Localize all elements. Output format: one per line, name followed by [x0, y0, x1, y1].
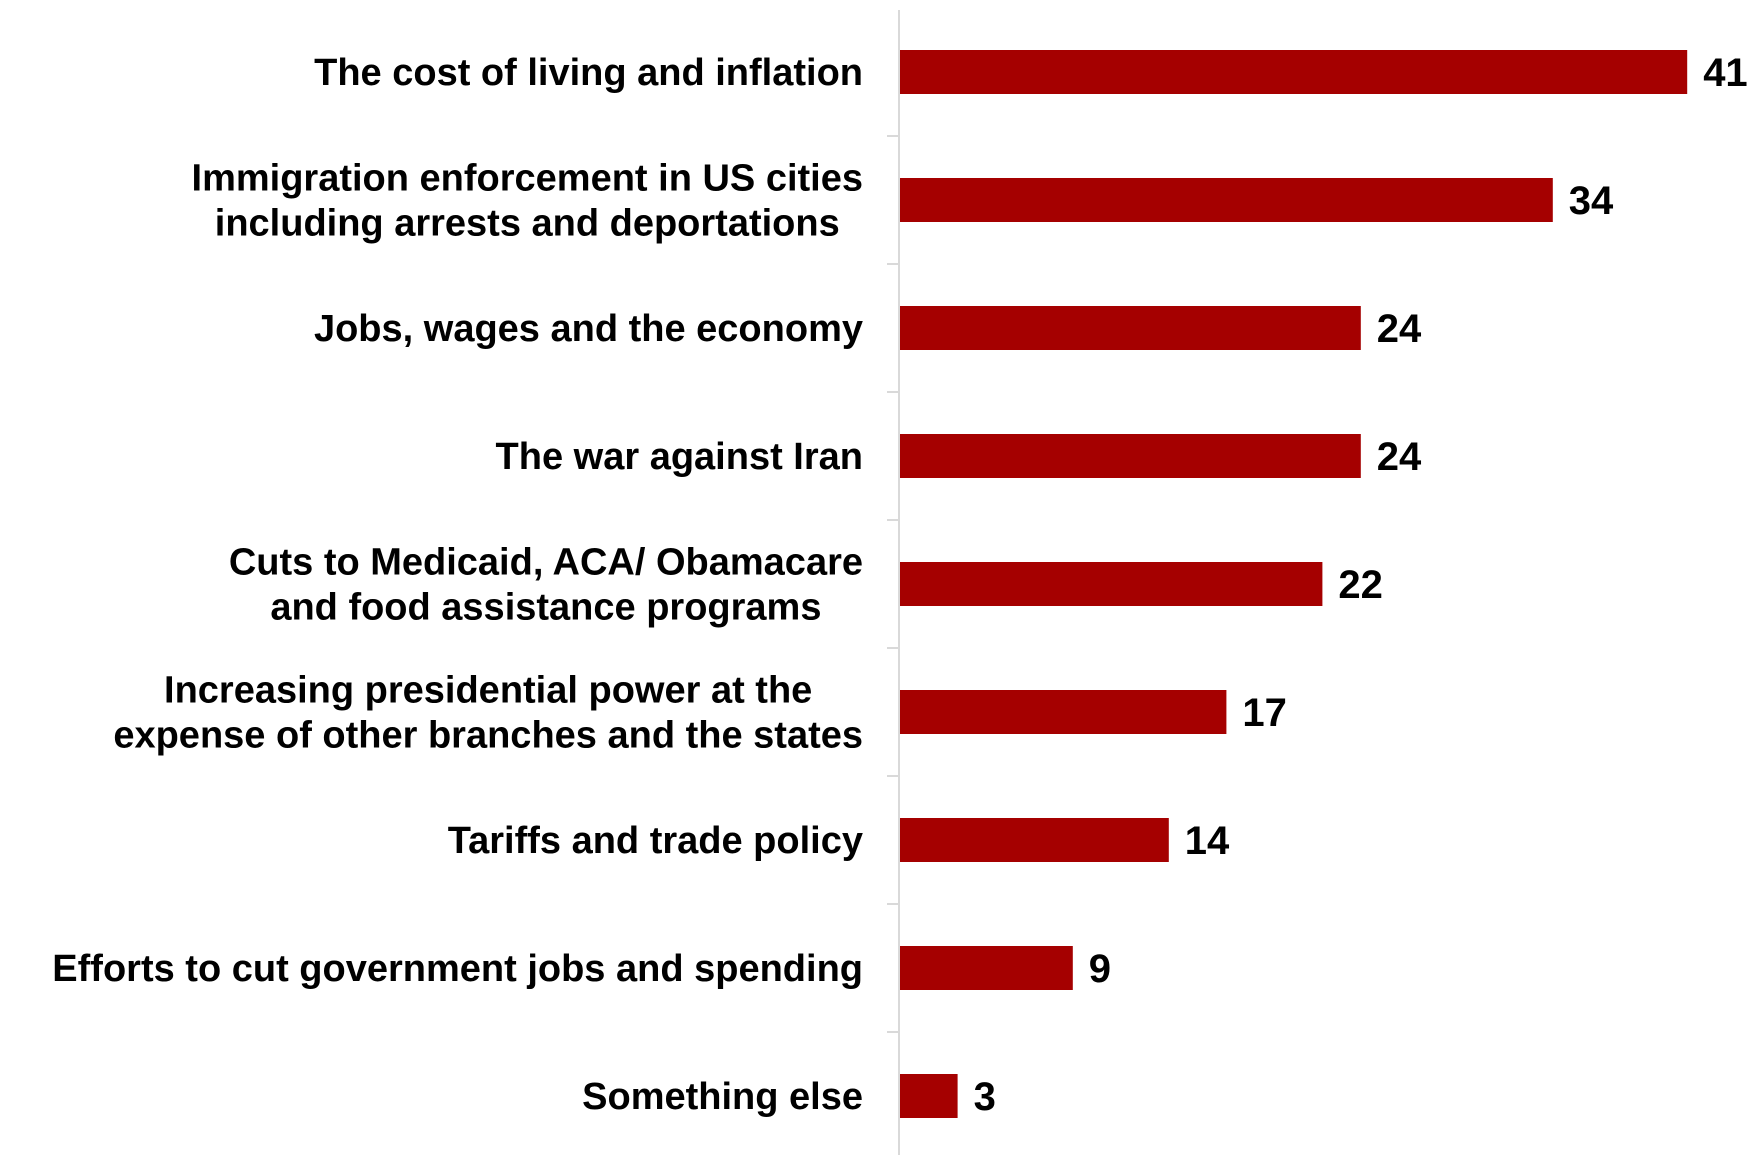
category-label-line: Increasing presidential power at the [164, 670, 812, 712]
category-label-line: Tariffs and trade policy [448, 820, 863, 862]
bar-series [900, 50, 1688, 1118]
category-label-line: Cuts to Medicaid, ACA/ Obamacare [229, 542, 863, 584]
category-label-line: Something else [582, 1076, 863, 1118]
bar [900, 690, 1227, 734]
category-label-line: and food assistance programs [270, 587, 821, 629]
data-label: 22 [1338, 563, 1383, 607]
category-label-line: Immigration enforcement in US cities [192, 158, 863, 200]
bar [900, 50, 1688, 94]
bar [900, 306, 1361, 350]
bar [900, 818, 1169, 862]
category-label-line: including arrests and deportations [215, 203, 840, 245]
category-label: The war against Iran [496, 436, 863, 478]
bar [900, 1074, 958, 1118]
category-labels: The cost of living and inflation Immigrat… [52, 52, 863, 1118]
data-label: 41 [1703, 51, 1748, 95]
category-label: Something else [582, 1076, 863, 1118]
data-label: 24 [1377, 435, 1422, 479]
data-label: 3 [974, 1075, 996, 1119]
data-labels: 41 34 24 24 22 17 14 9 3 [974, 51, 1748, 1119]
bar [900, 434, 1361, 478]
category-label: Increasing presidential power at theexpe… [113, 670, 863, 757]
category-label-line: expense of other branches and the states [113, 715, 863, 757]
bar [900, 178, 1553, 222]
category-label: The cost of living and inflation [314, 52, 863, 94]
category-label-line: The war against Iran [496, 436, 863, 478]
data-label: 34 [1569, 179, 1614, 223]
data-label: 17 [1242, 691, 1287, 735]
category-label: Immigration enforcement in US citiesincl… [192, 158, 863, 245]
category-axis [887, 10, 900, 1155]
category-label: Efforts to cut government jobs and spend… [52, 948, 863, 990]
category-label-line: The cost of living and inflation [314, 52, 863, 94]
data-label: 24 [1377, 307, 1422, 351]
data-label: 9 [1089, 947, 1111, 991]
bar [900, 562, 1323, 606]
category-label: Jobs, wages and the economy [314, 308, 863, 350]
category-label: Tariffs and trade policy [448, 820, 863, 862]
category-label-line: Jobs, wages and the economy [314, 308, 863, 350]
category-label-line: Efforts to cut government jobs and spend… [52, 948, 863, 990]
data-label: 14 [1185, 819, 1230, 863]
bar [900, 946, 1073, 990]
